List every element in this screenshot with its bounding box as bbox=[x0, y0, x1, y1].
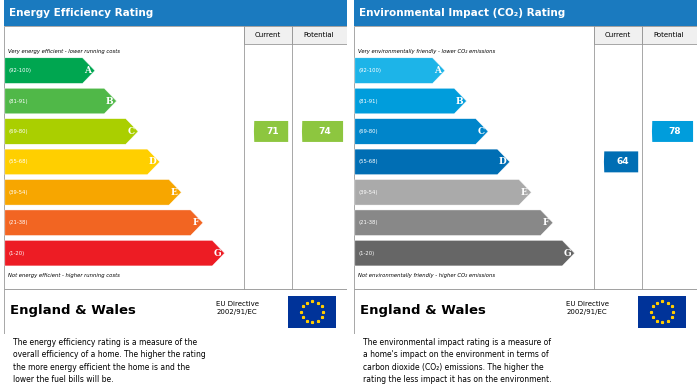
Polygon shape bbox=[5, 210, 203, 235]
Text: (21-38): (21-38) bbox=[9, 220, 29, 225]
Polygon shape bbox=[5, 58, 95, 83]
Text: A: A bbox=[85, 66, 92, 75]
Text: B: B bbox=[456, 97, 463, 106]
Text: C: C bbox=[477, 127, 485, 136]
Text: Potential: Potential bbox=[654, 32, 685, 38]
Text: Potential: Potential bbox=[304, 32, 335, 38]
Bar bbox=[594, 26, 642, 45]
Text: Very environmentally friendly - lower CO₂ emissions: Very environmentally friendly - lower CO… bbox=[358, 50, 495, 54]
Text: E: E bbox=[521, 188, 528, 197]
Text: (92-100): (92-100) bbox=[9, 68, 32, 73]
Text: (39-54): (39-54) bbox=[359, 190, 379, 195]
Polygon shape bbox=[5, 149, 160, 175]
Text: The environmental impact rating is a measure of
a home's impact on the environme: The environmental impact rating is a mea… bbox=[363, 338, 551, 384]
Text: (1-20): (1-20) bbox=[9, 251, 25, 256]
Text: EU Directive
2002/91/EC: EU Directive 2002/91/EC bbox=[566, 301, 609, 316]
Text: (55-68): (55-68) bbox=[9, 160, 29, 164]
Text: (69-80): (69-80) bbox=[9, 129, 29, 134]
Text: A: A bbox=[435, 66, 442, 75]
Text: Not energy efficient - higher running costs: Not energy efficient - higher running co… bbox=[8, 273, 120, 278]
Bar bbox=[642, 26, 696, 45]
Polygon shape bbox=[254, 121, 288, 142]
Text: 64: 64 bbox=[616, 157, 629, 167]
Bar bbox=[354, 0, 696, 26]
Text: F: F bbox=[193, 218, 199, 227]
Polygon shape bbox=[302, 121, 343, 142]
Text: E: E bbox=[171, 188, 178, 197]
Polygon shape bbox=[5, 240, 225, 266]
Text: (39-54): (39-54) bbox=[9, 190, 29, 195]
Text: (55-68): (55-68) bbox=[359, 160, 379, 164]
Text: Energy Efficiency Rating: Energy Efficiency Rating bbox=[8, 8, 153, 18]
Text: Very energy efficient - lower running costs: Very energy efficient - lower running co… bbox=[8, 50, 120, 54]
Polygon shape bbox=[652, 121, 693, 142]
Polygon shape bbox=[5, 88, 116, 114]
Text: England & Wales: England & Wales bbox=[360, 303, 486, 317]
Bar bbox=[244, 26, 292, 45]
Bar bbox=[4, 289, 346, 334]
Text: 71: 71 bbox=[266, 127, 279, 136]
Text: (81-91): (81-91) bbox=[9, 99, 29, 104]
Text: G: G bbox=[564, 249, 572, 258]
Text: Environmental Impact (CO₂) Rating: Environmental Impact (CO₂) Rating bbox=[358, 8, 565, 18]
Polygon shape bbox=[355, 210, 553, 235]
Bar bbox=[4, 26, 346, 289]
Bar bbox=[354, 26, 696, 289]
Polygon shape bbox=[5, 179, 181, 205]
Text: Current: Current bbox=[605, 32, 631, 38]
Text: England & Wales: England & Wales bbox=[10, 303, 136, 317]
Text: (69-80): (69-80) bbox=[359, 129, 379, 134]
Polygon shape bbox=[355, 149, 510, 175]
Polygon shape bbox=[355, 119, 488, 144]
Text: (81-91): (81-91) bbox=[359, 99, 379, 104]
Bar bbox=[4, 0, 346, 26]
Text: EU Directive
2002/91/EC: EU Directive 2002/91/EC bbox=[216, 301, 259, 316]
Text: The energy efficiency rating is a measure of the
overall efficiency of a home. T: The energy efficiency rating is a measur… bbox=[13, 338, 205, 384]
Bar bbox=[288, 296, 336, 328]
Text: Not environmentally friendly - higher CO₂ emissions: Not environmentally friendly - higher CO… bbox=[358, 273, 495, 278]
Bar bbox=[354, 289, 696, 334]
Text: G: G bbox=[214, 249, 222, 258]
Text: D: D bbox=[149, 157, 157, 167]
Text: Current: Current bbox=[255, 32, 281, 38]
Polygon shape bbox=[355, 179, 531, 205]
Text: (1-20): (1-20) bbox=[359, 251, 375, 256]
Bar bbox=[638, 296, 686, 328]
Polygon shape bbox=[604, 151, 638, 172]
Text: (21-38): (21-38) bbox=[359, 220, 379, 225]
Text: D: D bbox=[499, 157, 507, 167]
Text: 78: 78 bbox=[668, 127, 681, 136]
Polygon shape bbox=[355, 88, 466, 114]
Polygon shape bbox=[355, 58, 445, 83]
Text: B: B bbox=[106, 97, 113, 106]
Polygon shape bbox=[355, 240, 575, 266]
Polygon shape bbox=[5, 119, 138, 144]
Text: F: F bbox=[543, 218, 550, 227]
Text: (92-100): (92-100) bbox=[359, 68, 382, 73]
Text: C: C bbox=[127, 127, 135, 136]
Text: 74: 74 bbox=[318, 127, 331, 136]
Bar bbox=[292, 26, 346, 45]
